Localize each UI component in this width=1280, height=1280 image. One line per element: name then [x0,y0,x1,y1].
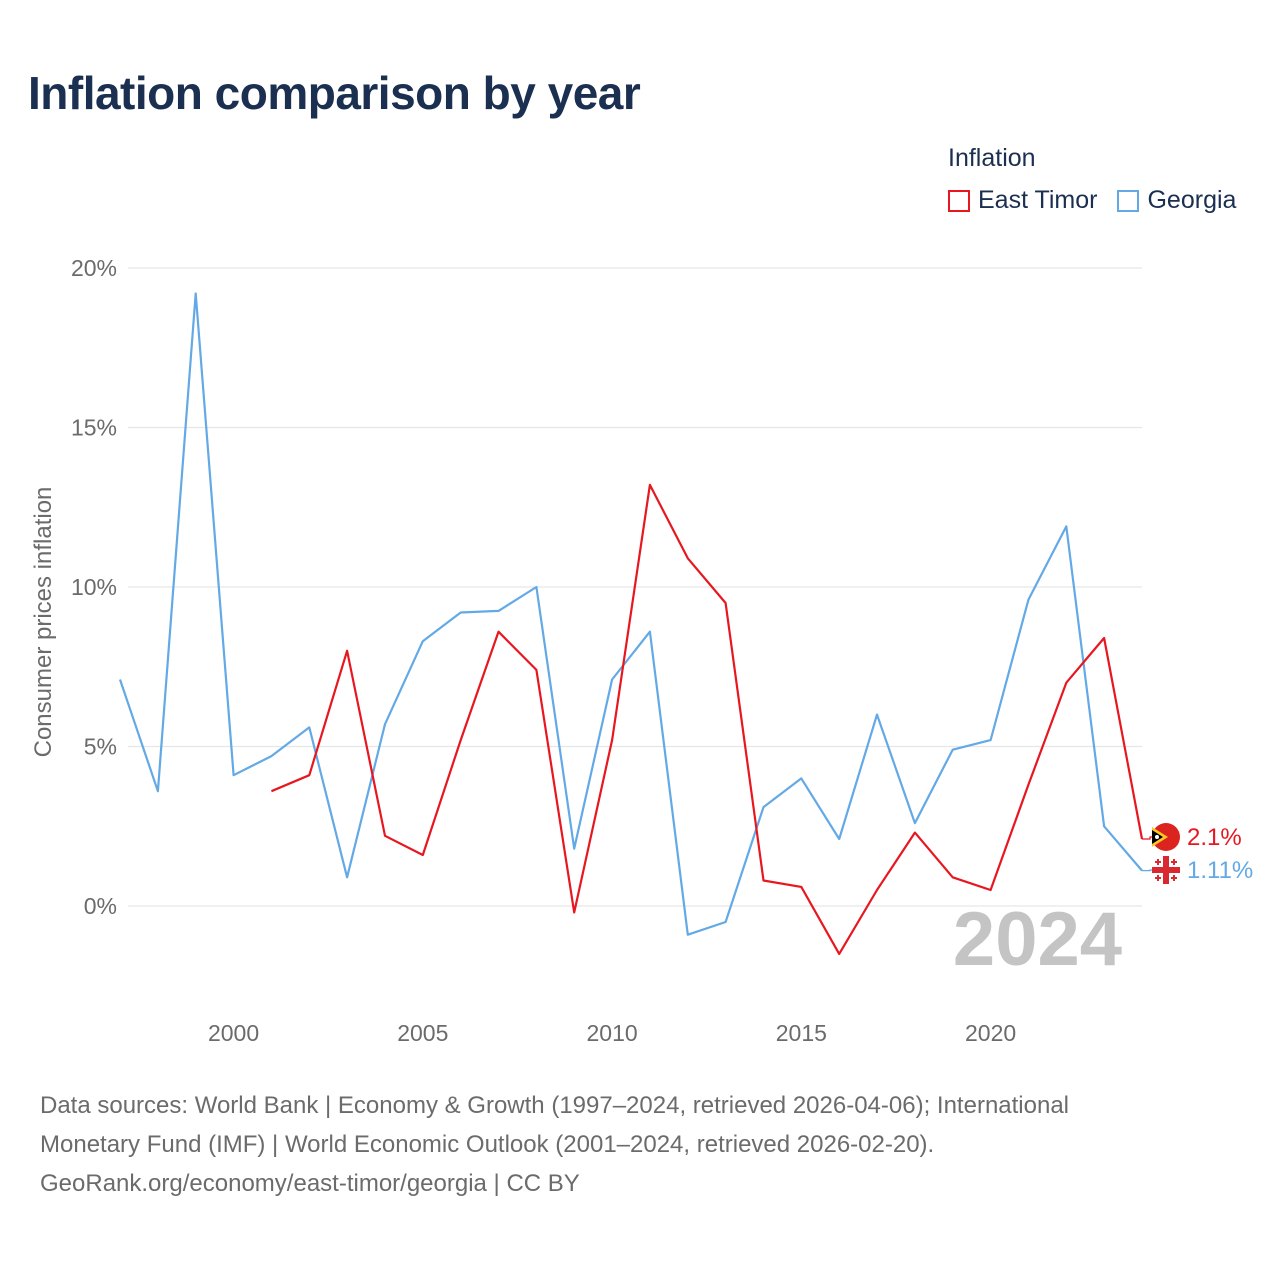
data-point-east-timor[interactable] [607,735,617,745]
data-point-east-timor[interactable] [910,828,920,838]
data-point-georgia[interactable] [531,582,541,592]
data-point-east-timor[interactable] [569,907,579,917]
data-point-georgia[interactable] [191,289,201,299]
end-label-east-timor: 2.1% [1187,824,1242,851]
data-point-east-timor[interactable] [494,627,504,637]
data-point-georgia[interactable] [607,675,617,685]
footer-line-1: Data sources: World Bank | Economy & Gro… [40,1092,1070,1119]
data-point-east-timor[interactable] [380,831,390,841]
footer-line-3[interactable]: GeoRank.org/economy/east-timor/georgia |… [40,1170,580,1197]
data-point-east-timor[interactable] [266,786,276,796]
data-point-east-timor[interactable] [645,480,655,490]
footer-line-2: Monetary Fund (IMF) | World Economic Out… [40,1131,935,1158]
y-tick-label: 0% [84,893,117,919]
x-tick-label: 2005 [397,1020,448,1046]
data-point-georgia[interactable] [1023,595,1033,605]
legend: East Timor Georgia [948,186,1256,215]
data-point-georgia[interactable] [229,770,239,780]
data-point-east-timor[interactable] [948,872,958,882]
legend-swatch-east-timor [948,189,970,212]
data-point-east-timor[interactable] [796,882,806,892]
data-point-east-timor[interactable] [758,875,768,885]
data-point-georgia[interactable] [872,710,882,720]
data-point-east-timor[interactable] [1061,678,1071,688]
y-tick-label: 10% [71,574,117,600]
data-point-georgia[interactable] [418,636,428,646]
data-point-east-timor[interactable] [683,553,693,563]
x-axis-ticks: 2000 2005 2010 2015 2020 [208,1020,1016,1046]
data-point-georgia[interactable] [796,773,806,783]
year-watermark: 2024 [953,897,1122,982]
data-point-georgia[interactable] [304,722,314,732]
series-lines [115,289,1144,959]
series-line-east-timor[interactable] [270,483,1144,956]
data-point-georgia[interactable] [456,608,466,618]
end-label-georgia: 1.11% [1187,857,1253,884]
data-point-east-timor[interactable] [456,735,466,745]
data-point-east-timor[interactable] [872,885,882,895]
data-point-georgia[interactable] [645,627,655,637]
data-point-georgia[interactable] [1061,521,1071,531]
legend-label-east-timor: East Timor [978,186,1098,214]
data-point-georgia[interactable] [948,745,958,755]
data-point-georgia[interactable] [1099,821,1109,831]
y-tick-label: 5% [84,734,117,760]
data-point-east-timor[interactable] [1099,633,1109,643]
y-tick-label: 20% [71,255,117,281]
x-tick-label: 2020 [965,1020,1016,1046]
data-point-georgia[interactable] [153,786,163,796]
data-point-east-timor[interactable] [721,598,731,608]
data-point-georgia[interactable] [115,675,125,685]
chart-title: Inflation comparison by year [28,67,641,119]
y-axis-label: Consumer prices inflation [30,487,57,758]
data-point-georgia[interactable] [494,606,504,616]
y-axis-ticks: 0% 5% 10% 15% 20% [71,255,117,919]
footer-sources: Data sources: World Bank | Economy & Gro… [40,1086,1220,1203]
x-tick-label: 2000 [208,1020,259,1046]
data-point-georgia[interactable] [266,751,276,761]
data-point-east-timor[interactable] [304,770,314,780]
data-point-georgia[interactable] [721,917,731,927]
flag-east-timor-icon [1152,823,1180,851]
legend-title: Inflation [948,144,1036,172]
data-point-east-timor[interactable] [342,646,352,656]
y-tick-label: 15% [71,415,117,441]
data-point-georgia[interactable] [380,719,390,729]
line-chart: 0% 5% 10% 15% 20% 2000 2005 2010 2015 2020 Consu… [30,255,1253,1046]
data-point-georgia[interactable] [758,802,768,812]
data-point-east-timor[interactable] [986,885,996,895]
data-point-east-timor[interactable] [418,850,428,860]
legend-swatch-georgia [1117,189,1140,212]
end-labels: 1.11% 2.1% [1142,823,1253,884]
series-line-georgia[interactable] [118,292,1143,936]
legend-item-georgia[interactable]: Georgia [1117,186,1236,215]
data-point-georgia[interactable] [986,735,996,745]
x-tick-label: 2010 [586,1020,637,1046]
legend-label-georgia: Georgia [1147,186,1237,214]
data-point-east-timor[interactable] [834,949,844,959]
x-tick-label: 2015 [776,1020,827,1046]
data-point-east-timor[interactable] [1023,780,1033,790]
data-point-georgia[interactable] [569,844,579,854]
data-point-georgia[interactable] [342,872,352,882]
legend-item-east-timor[interactable]: East Timor [948,186,1097,215]
flag-georgia-icon [1152,856,1180,884]
data-point-georgia[interactable] [683,930,693,940]
data-point-georgia[interactable] [910,818,920,828]
data-point-east-timor[interactable] [531,665,541,675]
data-point-georgia[interactable] [834,834,844,844]
